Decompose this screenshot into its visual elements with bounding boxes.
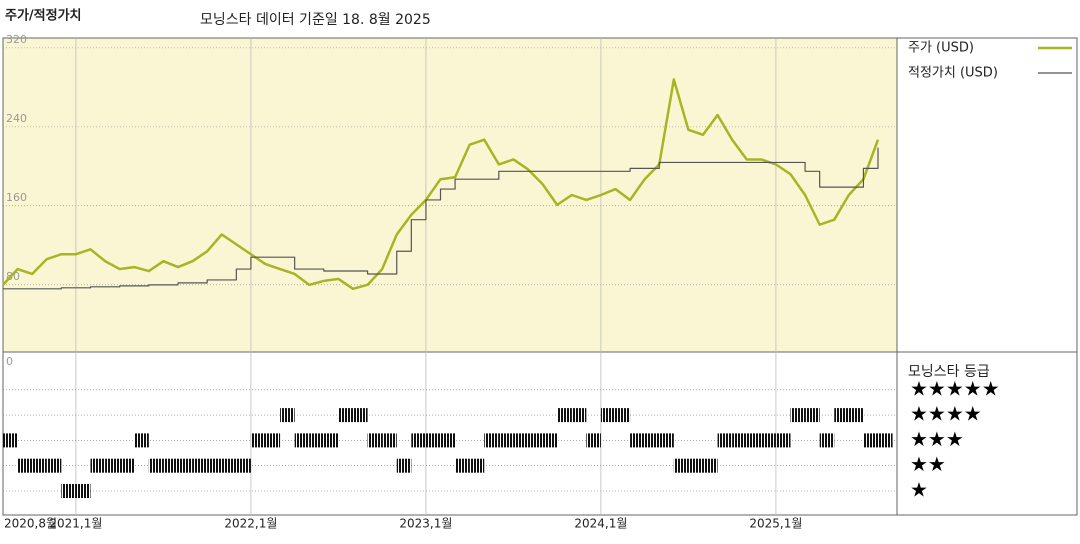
rating-bar <box>863 433 878 448</box>
rating-bar <box>280 408 295 423</box>
rating-bar <box>732 433 747 448</box>
rating-bar <box>644 433 660 448</box>
rating-bar <box>717 433 733 448</box>
x-tick-label: 2023,1월 <box>399 517 452 531</box>
rating-bar <box>396 458 412 473</box>
y-tick-label: 240 <box>6 112 27 125</box>
rating-bar <box>323 433 339 448</box>
y-tick-label: 160 <box>6 191 27 204</box>
rating-level-label: ★ <box>910 478 928 502</box>
rating-bar <box>207 458 222 473</box>
rating-level-label: ★★★★★ <box>910 376 1000 400</box>
chart-title: 주가/적정가치 <box>5 8 82 24</box>
frame <box>2 37 1078 516</box>
rating-bar <box>848 408 864 423</box>
rating-bar <box>61 484 76 498</box>
rating-bar <box>221 458 237 473</box>
rating-bar <box>411 433 426 448</box>
rating-bar <box>3 433 18 448</box>
rating-bar <box>557 408 572 423</box>
x-tick-label: 2022,1월 <box>224 517 277 531</box>
rating-title: 모닝스타 등급 <box>908 364 990 380</box>
rating-bar <box>775 433 791 448</box>
rating-bar <box>338 408 353 423</box>
rating-bar <box>878 433 893 448</box>
rating-bar <box>440 433 456 448</box>
rating-bar <box>571 408 587 423</box>
rating-bar <box>805 408 820 423</box>
y-tick-label: 0 <box>6 355 13 368</box>
rating-level-label: ★★★★ <box>910 402 982 426</box>
rating-bar <box>382 433 397 448</box>
rating-bar <box>819 433 835 448</box>
rating-bar <box>90 458 106 473</box>
rating-bar <box>192 458 208 473</box>
rating-bar <box>586 433 601 448</box>
chart-subtitle: 모닝스타 데이터 기준일 18. 8월 2025 <box>200 12 431 28</box>
x-tick-label: 2020,8월 <box>4 517 57 531</box>
rating-bar <box>455 458 470 473</box>
rating-bar <box>148 458 164 473</box>
x-tick-label: 2021,1월 <box>49 517 102 531</box>
y-tick-label: 320 <box>6 33 27 46</box>
rating-bar <box>600 408 616 423</box>
rating-bar <box>528 433 543 448</box>
rating-bar <box>250 433 266 448</box>
rating-level-label: ★★★ <box>910 427 964 451</box>
rating-bar <box>542 433 558 448</box>
rating-bar <box>309 433 324 448</box>
rating-bar <box>498 433 514 448</box>
rating-bar <box>484 433 499 448</box>
x-tick-label: 2025,1월 <box>749 517 802 531</box>
rating-bar <box>294 433 310 448</box>
x-tick-label: 2024,1월 <box>574 517 627 531</box>
series-line <box>3 147 879 290</box>
plot-background <box>3 38 897 352</box>
rating-bar <box>119 458 135 473</box>
rating-bar <box>105 458 120 473</box>
rating-bar <box>425 433 441 448</box>
rating-bar <box>353 408 368 423</box>
legend-label: 적정가치 (USD) <box>908 66 998 81</box>
rating-bar <box>630 433 645 448</box>
rating-bar <box>236 458 251 473</box>
rating-bar <box>659 433 674 448</box>
rating-bar <box>703 458 718 473</box>
rating-bar <box>834 408 849 423</box>
rating-bar <box>746 433 762 448</box>
rating-bar <box>17 458 33 473</box>
rating-bar <box>75 484 91 498</box>
legend-label: 주가 (USD) <box>908 41 974 56</box>
rating-bar <box>32 458 47 473</box>
rating-bar <box>469 458 485 473</box>
rating-bar <box>688 458 703 473</box>
rating-bar <box>265 433 281 448</box>
rating-bar <box>790 408 806 423</box>
rating-bar <box>761 433 776 448</box>
rating-bar <box>134 433 149 448</box>
rating-bar <box>178 458 193 473</box>
rating-level-label: ★★ <box>910 452 946 476</box>
rating-bar <box>367 433 383 448</box>
rating-bar <box>46 458 62 473</box>
rating-bar <box>163 458 178 473</box>
rating-bar <box>513 433 528 448</box>
rating-bar <box>673 458 689 473</box>
rating-bar <box>615 408 631 423</box>
series-line <box>2 78 880 291</box>
